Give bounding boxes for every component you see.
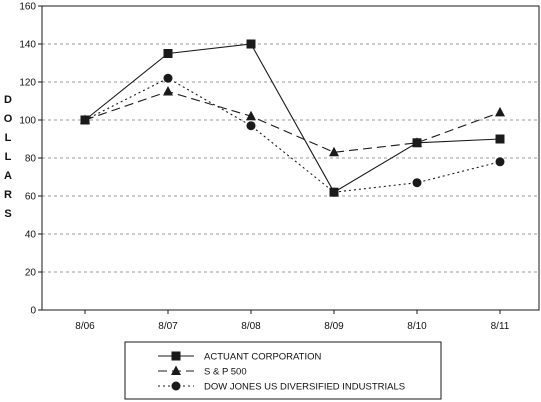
data-point-circle xyxy=(80,115,90,125)
legend-marker-triangle xyxy=(171,365,181,375)
legend-marker-square xyxy=(171,351,181,361)
data-point-square xyxy=(163,49,173,58)
series xyxy=(80,39,505,197)
x-tick-label: 8/11 xyxy=(491,321,510,332)
x-tick-label: 8/09 xyxy=(324,321,344,332)
x-tick-label: 8/06 xyxy=(75,321,95,332)
y-axis-label-letter: A xyxy=(4,170,12,182)
legend-label: S & P 500 xyxy=(204,367,247,378)
y-tick-label: 160 xyxy=(19,2,36,13)
series-line-square xyxy=(84,43,501,193)
y-axis-label-letter: S xyxy=(4,208,11,220)
data-point-triangle xyxy=(412,137,422,147)
legend-label: DOW JONES US DIVERSIFIED INDUSTRIALS xyxy=(204,382,405,393)
y-tick-label: 40 xyxy=(25,230,37,241)
y-tick-label: 20 xyxy=(25,268,37,279)
legend-marker-circle xyxy=(171,381,181,391)
y-tick-label: 60 xyxy=(25,192,37,203)
data-point-triangle xyxy=(329,146,339,157)
data-point-circle xyxy=(495,157,505,167)
data-point-triangle xyxy=(246,110,256,121)
y-axis-label-letter: R xyxy=(4,189,12,201)
y-axis-label-letter: L xyxy=(5,151,12,163)
y-axis-label-letter: D xyxy=(4,94,12,106)
y-axis-label-letter: O xyxy=(4,113,13,125)
x-tick-label: 8/08 xyxy=(241,321,261,332)
data-point-square xyxy=(495,134,505,144)
y-tick-label: 140 xyxy=(19,40,36,51)
y-axis-label-letter: L xyxy=(5,132,12,144)
grid xyxy=(42,43,539,273)
y-tick-label: 100 xyxy=(19,116,36,127)
data-point-triangle xyxy=(495,106,505,117)
data-point-triangle xyxy=(163,86,173,96)
y-tick-labels: 0 20 40 60 80 100 120 140 160 xyxy=(19,2,42,317)
legend: ACTUANT CORPORATION S & P 500 DOW JONES US… xyxy=(124,341,442,400)
data-point-circle xyxy=(412,178,422,188)
x-tick-labels: 8/06 8/07 8/08 8/09 8/10 8/11 xyxy=(75,310,510,332)
data-point-circle xyxy=(246,121,256,131)
data-point-square xyxy=(246,39,256,49)
y-tick-label: 80 xyxy=(25,154,37,165)
series-line-circle xyxy=(84,77,501,193)
x-tick-label: 8/10 xyxy=(407,321,427,332)
y-tick-label: 120 xyxy=(19,78,36,89)
series-line-triangle xyxy=(84,90,501,153)
data-point-circle xyxy=(163,73,173,83)
data-point-circle xyxy=(329,187,339,197)
y-tick-label: 0 xyxy=(30,306,36,317)
x-tick-label: 8/07 xyxy=(158,321,178,332)
legend-label: ACTUANT CORPORATION xyxy=(204,352,321,363)
